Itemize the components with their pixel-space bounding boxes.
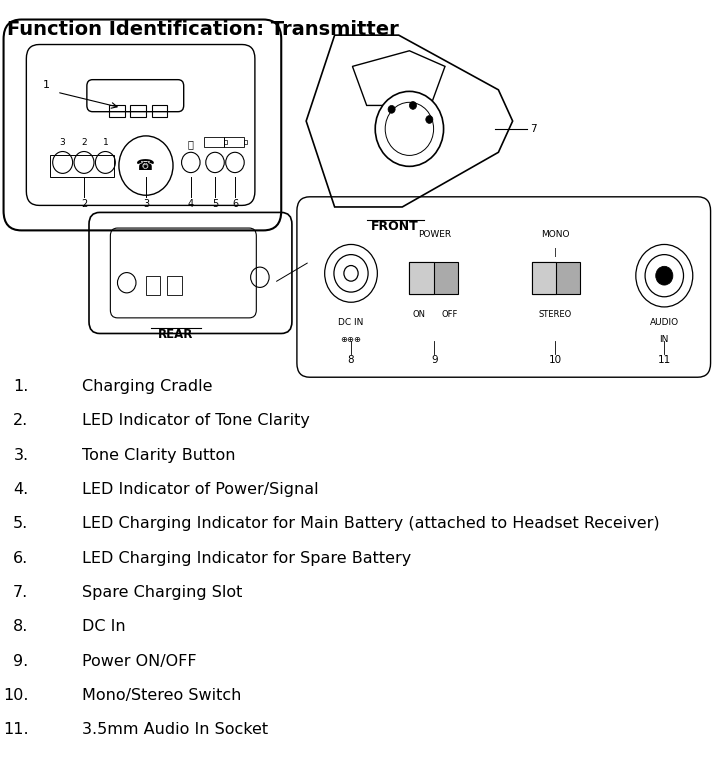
Text: AUDIO: AUDIO [650, 318, 679, 327]
Text: 3.5mm Audio In Socket: 3.5mm Audio In Socket [82, 722, 268, 737]
Text: 1: 1 [103, 137, 108, 147]
Text: DC IN: DC IN [338, 318, 364, 327]
Bar [409, 262, 434, 294]
Polygon shape [306, 35, 513, 207]
Circle shape [388, 105, 395, 113]
Text: 11: 11 [658, 355, 671, 366]
Text: 7.: 7. [14, 585, 28, 600]
Text: 4.: 4. [14, 482, 28, 497]
Text: 2: 2 [81, 199, 87, 209]
Text: 3.: 3. [14, 448, 28, 462]
Text: ☎: ☎ [137, 158, 155, 173]
Text: FRONT: FRONT [371, 220, 419, 234]
Text: 8.: 8. [13, 619, 28, 634]
Text: Spare Charging Slot: Spare Charging Slot [82, 585, 242, 600]
Circle shape [119, 136, 173, 195]
Text: 10.: 10. [3, 688, 28, 703]
Bar [244, 140, 247, 144]
Text: 5.: 5. [14, 516, 28, 531]
Bar [50, 155, 114, 177]
Text: 8: 8 [347, 355, 355, 366]
Bar [130, 105, 146, 117]
Text: 3: 3 [143, 199, 149, 209]
Text: LED Indicator of Power/Signal: LED Indicator of Power/Signal [82, 482, 318, 497]
Text: OFF: OFF [441, 310, 457, 319]
Text: 7: 7 [530, 124, 537, 134]
Text: ⏻: ⏻ [188, 140, 194, 149]
Bar [409, 262, 458, 294]
Bar [152, 105, 167, 117]
Text: Mono/Stereo Switch: Mono/Stereo Switch [82, 688, 241, 703]
Text: Tone Clarity Button: Tone Clarity Button [82, 448, 236, 462]
Text: 3: 3 [60, 137, 66, 147]
Text: 6: 6 [232, 199, 238, 209]
Circle shape [656, 266, 673, 285]
Text: |: | [554, 248, 557, 257]
Text: REAR: REAR [158, 328, 194, 341]
Text: 9: 9 [431, 355, 438, 366]
Bar [146, 276, 160, 295]
Text: 10: 10 [549, 355, 562, 366]
Text: IN: IN [659, 335, 669, 344]
Text: 2.: 2. [14, 413, 28, 428]
Bar [167, 276, 182, 295]
Text: 6.: 6. [14, 551, 28, 565]
Text: LED Indicator of Tone Clarity: LED Indicator of Tone Clarity [82, 413, 310, 428]
Bar [532, 262, 580, 294]
Circle shape [426, 116, 433, 123]
Text: LED Charging Indicator for Main Battery (attached to Headset Receiver): LED Charging Indicator for Main Battery … [82, 516, 659, 531]
Text: ON: ON [412, 310, 425, 319]
Text: POWER: POWER [418, 230, 451, 240]
Circle shape [409, 102, 417, 109]
Bar [224, 137, 244, 147]
Text: Power ON/OFF: Power ON/OFF [82, 654, 197, 669]
Bar [224, 140, 227, 144]
Bar [204, 137, 224, 147]
Polygon shape [352, 51, 445, 105]
Text: 11.: 11. [3, 722, 28, 737]
Text: 5: 5 [212, 199, 218, 209]
Text: 1: 1 [43, 80, 50, 90]
Text: 4: 4 [188, 199, 194, 209]
Text: MONO: MONO [541, 230, 570, 240]
Text: Charging Cradle: Charging Cradle [82, 379, 212, 394]
Bar [109, 105, 125, 117]
Text: 9.: 9. [14, 654, 28, 669]
Text: ⊕⊕⊕: ⊕⊕⊕ [340, 335, 362, 344]
Text: LED Charging Indicator for Spare Battery: LED Charging Indicator for Spare Battery [82, 551, 411, 565]
Text: STEREO: STEREO [539, 310, 572, 319]
Text: Function Identification: Transmitter: Function Identification: Transmitter [7, 20, 399, 38]
Text: 2: 2 [81, 137, 87, 147]
Bar [532, 262, 556, 294]
Text: 1.: 1. [13, 379, 28, 394]
Circle shape [375, 91, 444, 166]
Text: DC In: DC In [82, 619, 125, 634]
